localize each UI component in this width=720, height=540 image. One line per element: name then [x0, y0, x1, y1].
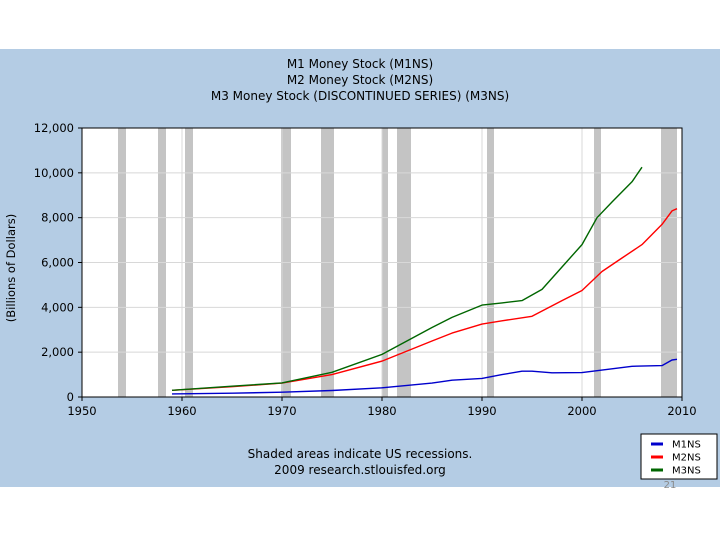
y-tick-label: 6,000 — [41, 256, 74, 270]
legend-label-m2ns: M2NS — [672, 453, 701, 464]
plot-area: 1950 1960 1970 1980 1990 2000 2010 0 2,000 4,000 6… — [34, 121, 697, 418]
y-tick-label: 0 — [67, 390, 74, 404]
recession-note: Shaded areas indicate US recessions. — [248, 447, 473, 461]
x-tick-label: 1980 — [367, 404, 396, 418]
y-tick-label: 4,000 — [41, 300, 74, 314]
x-tick-label: 1970 — [267, 404, 296, 418]
series-line-m1ns — [171, 358, 678, 395]
legend-label-m3ns: M3NS — [672, 466, 701, 477]
slide-number: 21 — [663, 480, 677, 491]
y-tick-label: 10,000 — [34, 166, 74, 180]
chart-title-line-3: M3 Money Stock (DISCONTINUED SERIES) (M3… — [211, 89, 509, 103]
source-note: 2009 research.stlouisfed.org — [274, 463, 446, 477]
legend: M1NS M2NS M3NS — [640, 433, 718, 480]
chart-panel: M1 Money Stock (M1NS) M2 Money Stock (M2… — [0, 49, 720, 487]
x-tick-label: 1990 — [467, 404, 496, 418]
x-tick-label: 2000 — [567, 404, 596, 418]
x-tick-label: 1950 — [67, 404, 96, 418]
x-tick-label: 2010 — [667, 404, 696, 418]
chart-title-line-2: M2 Money Stock (M2NS) — [287, 73, 433, 87]
x-tick-label: 1960 — [167, 404, 196, 418]
series-line-m2ns — [171, 208, 678, 391]
series-line-m3ns — [171, 166, 643, 391]
money-stock-chart: M1 Money Stock (M1NS) M2 Money Stock (M2… — [4, 57, 718, 480]
y-tick-label: 12,000 — [34, 121, 74, 135]
chart-title-line-1: M1 Money Stock (M1NS) — [287, 57, 433, 71]
y-tick-label: 8,000 — [41, 211, 74, 225]
y-axis-title: (Billions of Dollars) — [4, 214, 18, 322]
y-tick-label: 2,000 — [41, 345, 74, 359]
legend-label-m1ns: M1NS — [672, 440, 701, 451]
